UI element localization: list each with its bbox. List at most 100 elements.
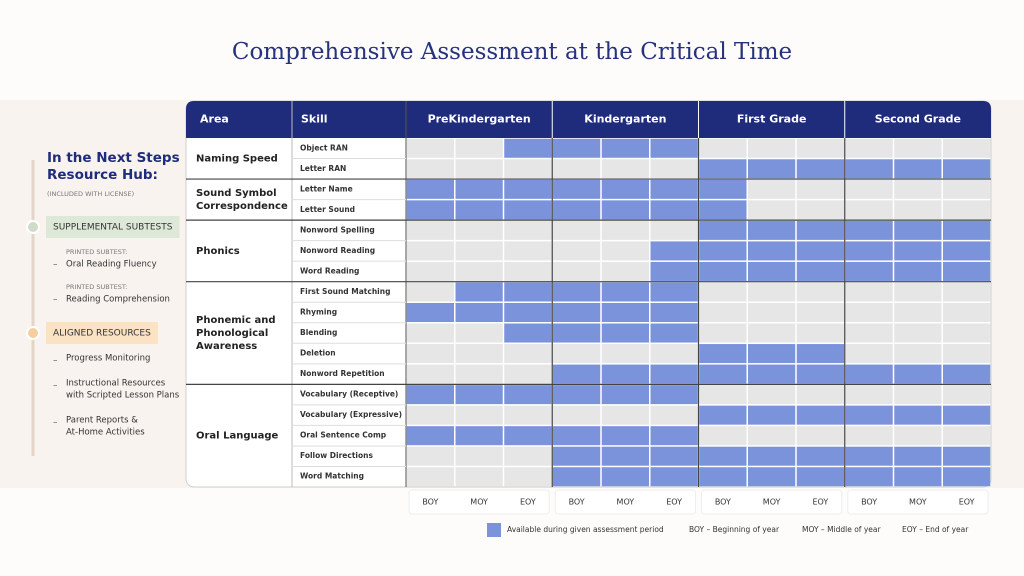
area-label: Correspondence bbox=[196, 201, 288, 212]
availability-cell bbox=[650, 405, 698, 425]
availability-cell bbox=[504, 364, 552, 384]
skill-label: Rhyming bbox=[300, 308, 337, 317]
availability-cell bbox=[406, 344, 454, 364]
availability-cell bbox=[845, 405, 893, 425]
availability-cell bbox=[650, 220, 698, 240]
availability-cell bbox=[601, 179, 649, 199]
availability-cell bbox=[748, 159, 796, 179]
period-label: BOY bbox=[861, 498, 877, 507]
availability-cell bbox=[845, 241, 893, 261]
availability-cell bbox=[553, 467, 601, 487]
availability-cell bbox=[406, 323, 454, 343]
availability-cell bbox=[796, 200, 844, 220]
availability-cell bbox=[748, 282, 796, 302]
sidebar-title: Resource Hub: bbox=[47, 167, 158, 183]
availability-cell bbox=[406, 282, 454, 302]
availability-cell bbox=[455, 220, 503, 240]
area-label: Oral Language bbox=[196, 431, 279, 442]
period-box bbox=[408, 489, 550, 515]
availability-cell bbox=[553, 282, 601, 302]
availability-cell bbox=[406, 446, 454, 466]
availability-cell bbox=[601, 302, 649, 323]
availability-cell bbox=[406, 200, 454, 220]
skill-label: Nonword Spelling bbox=[300, 225, 375, 234]
item-dash: – bbox=[53, 260, 58, 270]
availability-cell bbox=[504, 138, 552, 158]
availability-cell bbox=[455, 159, 503, 179]
item-text: Oral Reading Fluency bbox=[66, 260, 157, 270]
availability-cell bbox=[504, 261, 552, 281]
availability-cell bbox=[406, 138, 454, 158]
availability-cell bbox=[894, 159, 942, 179]
availability-cell bbox=[601, 282, 649, 302]
availability-cell bbox=[943, 220, 991, 240]
skill-label: Word Matching bbox=[300, 472, 364, 481]
availability-cell bbox=[796, 159, 844, 179]
item-dash: – bbox=[53, 418, 58, 428]
availability-cell bbox=[943, 302, 991, 323]
availability-cell bbox=[845, 385, 893, 405]
availability-cell bbox=[748, 179, 796, 199]
availability-cell bbox=[650, 426, 698, 446]
availability-cell bbox=[894, 241, 942, 261]
availability-cell bbox=[894, 405, 942, 425]
availability-cell bbox=[845, 220, 893, 240]
header-grade: Second Grade bbox=[875, 113, 961, 126]
availability-cell bbox=[943, 344, 991, 364]
availability-cell bbox=[796, 426, 844, 446]
period-box bbox=[701, 489, 843, 515]
legend-label: Available during given assessment period bbox=[507, 525, 664, 534]
availability-cell bbox=[406, 179, 454, 199]
item-text: Progress Monitoring bbox=[66, 354, 150, 364]
availability-cell bbox=[699, 138, 747, 158]
header-area: Area bbox=[200, 113, 229, 126]
period-label: MOY bbox=[763, 498, 781, 507]
availability-cell bbox=[845, 138, 893, 158]
availability-cell bbox=[650, 364, 698, 384]
section-marker bbox=[26, 220, 40, 234]
availability-cell bbox=[699, 467, 747, 487]
availability-cell bbox=[699, 323, 747, 343]
availability-cell bbox=[455, 467, 503, 487]
availability-cell bbox=[699, 302, 747, 323]
availability-cell bbox=[455, 179, 503, 199]
availability-cell bbox=[650, 241, 698, 261]
availability-cell bbox=[699, 364, 747, 384]
availability-cell bbox=[796, 282, 844, 302]
availability-cell bbox=[699, 261, 747, 281]
availability-cell bbox=[601, 159, 649, 179]
availability-cell bbox=[601, 467, 649, 487]
availability-cell bbox=[406, 220, 454, 240]
skill-label: Vocabulary (Receptive) bbox=[300, 390, 398, 399]
skill-label: Blending bbox=[300, 328, 337, 337]
availability-cell bbox=[455, 446, 503, 466]
skill-label: Nonword Reading bbox=[300, 246, 375, 255]
availability-cell bbox=[406, 467, 454, 487]
availability-cell bbox=[796, 385, 844, 405]
availability-cell bbox=[894, 179, 942, 199]
section-marker bbox=[26, 326, 40, 340]
availability-cell bbox=[748, 446, 796, 466]
availability-cell bbox=[553, 385, 601, 405]
item-prefix: PRINTED SUBTEST: bbox=[66, 248, 127, 256]
availability-cell bbox=[894, 385, 942, 405]
legend-definition: EOY – End of year bbox=[902, 525, 969, 534]
skill-label: Vocabulary (Expressive) bbox=[300, 410, 402, 419]
availability-cell bbox=[699, 385, 747, 405]
availability-cell bbox=[894, 200, 942, 220]
availability-cell bbox=[796, 446, 844, 466]
period-label: BOY bbox=[715, 498, 731, 507]
availability-cell bbox=[504, 282, 552, 302]
availability-cell bbox=[455, 344, 503, 364]
availability-cell bbox=[845, 446, 893, 466]
availability-cell bbox=[553, 344, 601, 364]
availability-cell bbox=[455, 200, 503, 220]
availability-cell bbox=[504, 159, 552, 179]
item-text: Parent Reports & bbox=[66, 416, 138, 426]
availability-cell bbox=[796, 220, 844, 240]
availability-cell bbox=[894, 446, 942, 466]
availability-cell bbox=[504, 385, 552, 405]
item-text: with Scripted Lesson Plans bbox=[66, 391, 180, 401]
section-label: ALIGNED RESOURCES bbox=[53, 329, 151, 339]
availability-cell bbox=[894, 220, 942, 240]
